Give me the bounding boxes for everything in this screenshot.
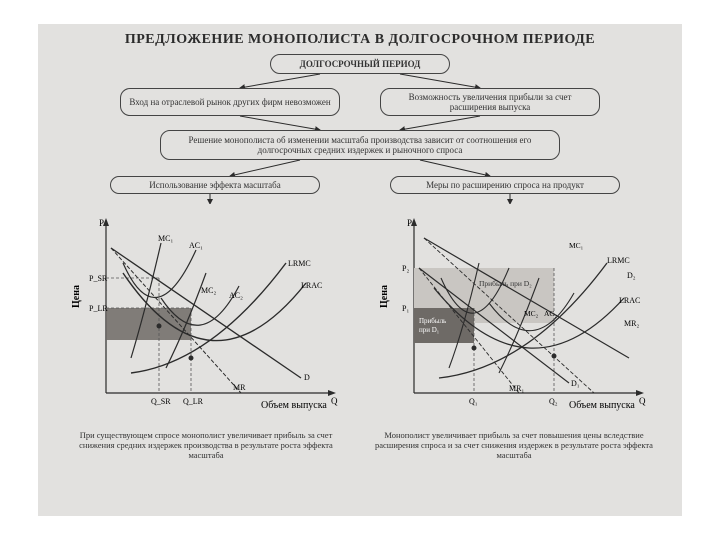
psr-l: P_SR — [89, 274, 108, 283]
p1-r: P₁ — [402, 304, 409, 313]
flowchart: ДОЛГОСРОЧНЫЙ ПЕРИОД Вход на отраслевой р… — [60, 54, 660, 204]
ac2-l: AC₂ — [229, 291, 243, 300]
p-label-r: P — [407, 218, 412, 228]
flow-right1: Возможность увеличения прибыли за счет р… — [380, 88, 600, 116]
left-chart: Цена Объем выпуска P Q P_SR P_LR Q_SR Q_… — [61, 208, 351, 428]
lrmc-r: LRMC — [607, 256, 630, 265]
lrac-r: LRAC — [619, 296, 640, 305]
diagram-page: ПРЕДЛОЖЕНИЕ МОНОПОЛИСТА В ДОЛГОСРОЧНОМ П… — [38, 24, 682, 516]
ylabel-left: Цена — [71, 285, 82, 308]
plr-l: P_LR — [89, 304, 108, 313]
mr-l: MR — [233, 383, 246, 392]
d2-r: D₂ — [627, 271, 636, 280]
mr1-r: MR₁ — [509, 384, 524, 393]
xlabel-left: Объем выпуска — [261, 400, 327, 411]
page-title: ПРЕДЛОЖЕНИЕ МОНОПОЛИСТА В ДОЛГОСРОЧНОМ П… — [48, 32, 672, 48]
q1-r: Q₁ — [469, 397, 478, 406]
p2-r: P₂ — [402, 264, 409, 273]
mc2-l: MC₂ — [201, 286, 216, 295]
profit-rect-l — [106, 308, 191, 340]
q-label-r: Q — [639, 396, 646, 406]
p-label-l: P — [99, 218, 104, 228]
ac1-l: AC₁ — [189, 241, 203, 250]
left-caption: При существующем спросе монополист увели… — [61, 430, 351, 461]
q2-r: Q₂ — [549, 397, 558, 406]
profit1-lbl-b: при D₁ — [419, 326, 439, 334]
mr2-r: MR₂ — [624, 319, 639, 328]
right-chart-wrap: Цена Объем выпуска P Q Прибыль при D₂ Пр… — [369, 208, 659, 461]
qsr-l: Q_SR — [151, 397, 171, 406]
left-chart-wrap: Цена Объем выпуска P Q P_SR P_LR Q_SR Q_… — [61, 208, 351, 461]
flow-mid: Решение монополиста об изменении масштаб… — [160, 130, 560, 160]
qlr-l: Q_LR — [183, 397, 204, 406]
profit1-lbl-a: Прибыль — [419, 317, 446, 325]
d1-r: D₁ — [571, 379, 580, 388]
flow-right2: Меры по расширению спроса на продукт — [390, 176, 620, 194]
mc1-l: MC₁ — [158, 234, 173, 243]
q-label-l: Q — [331, 396, 338, 406]
lrmc-l: LRMC — [288, 259, 311, 268]
d-l: D — [304, 373, 310, 382]
mc2-r: MC₂ — [524, 309, 539, 318]
ylabel-r: Цена — [379, 285, 390, 308]
lrac-l: LRAC — [301, 281, 322, 290]
flow-top: ДОЛГОСРОЧНЫЙ ПЕРИОД — [270, 54, 450, 74]
mc1-r: MC₁ — [569, 241, 584, 250]
xlabel-r: Объем выпуска — [569, 400, 635, 411]
flow-left2: Использование эффекта масштаба — [110, 176, 320, 194]
profit2-lbl: Прибыль при D₂ — [479, 279, 532, 288]
right-caption: Монополист увеличивает прибыль за счет п… — [369, 430, 659, 461]
ac2-r: AC₂ — [544, 309, 557, 318]
right-chart: Цена Объем выпуска P Q Прибыль при D₂ Пр… — [369, 208, 659, 428]
charts-row: Цена Объем выпуска P Q P_SR P_LR Q_SR Q_… — [48, 208, 672, 461]
flow-left1: Вход на отраслевой рынок других фирм нев… — [120, 88, 340, 116]
